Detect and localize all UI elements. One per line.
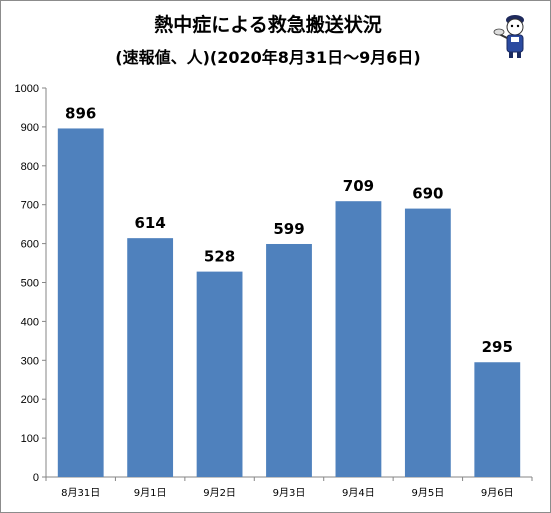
y-tick-label: 300 bbox=[21, 355, 39, 367]
y-tick-label: 400 bbox=[21, 316, 39, 328]
y-tick-label: 800 bbox=[21, 161, 39, 173]
x-tick-label: 9月5日 bbox=[411, 487, 444, 499]
y-tick-label: 900 bbox=[21, 122, 39, 134]
mascot-character-icon bbox=[493, 15, 524, 58]
x-tick-label: 8月31日 bbox=[61, 487, 100, 499]
data-label: 614 bbox=[134, 214, 165, 232]
x-tick-label: 9月2日 bbox=[203, 487, 236, 499]
y-tick-label: 600 bbox=[21, 239, 39, 251]
x-tick-label: 9月3日 bbox=[273, 487, 306, 499]
bars-group bbox=[57, 128, 521, 477]
bar bbox=[196, 271, 243, 477]
data-label: 896 bbox=[65, 104, 96, 122]
data-labels-group: 896 614 528 599 709 690 295 bbox=[65, 104, 513, 356]
data-label: 709 bbox=[343, 177, 374, 195]
y-tick-label: 200 bbox=[21, 394, 39, 406]
bar bbox=[404, 208, 451, 477]
data-label: 599 bbox=[273, 220, 304, 238]
x-axis-labels: 8月31日 9月1日 9月2日 9月3日 9月4日 9月5日 9月6日 bbox=[45, 477, 533, 499]
chart-title: 熱中症による救急搬送状況 bbox=[154, 13, 381, 36]
y-tick-label: 700 bbox=[21, 200, 39, 212]
y-tick-label: 100 bbox=[21, 433, 39, 445]
data-label: 528 bbox=[204, 248, 235, 266]
bar bbox=[474, 362, 521, 477]
x-tick-label: 9月6日 bbox=[481, 487, 514, 499]
bar bbox=[335, 201, 382, 477]
bar bbox=[127, 238, 174, 477]
x-tick-label: 9月1日 bbox=[134, 487, 167, 499]
chart-subtitle: (速報値、人)(2020年8月31日～9月6日) bbox=[115, 48, 420, 67]
x-tick-label: 9月4日 bbox=[342, 487, 375, 499]
data-label: 295 bbox=[482, 338, 513, 356]
data-label: 690 bbox=[412, 185, 443, 203]
y-axis-ticks: 0 100 200 300 400 500 600 700 800 900 1000 bbox=[15, 83, 46, 484]
y-tick-label: 0 bbox=[33, 472, 39, 484]
y-tick-label: 1000 bbox=[15, 83, 39, 95]
bar bbox=[266, 243, 312, 477]
bar bbox=[57, 128, 104, 477]
y-tick-label: 500 bbox=[21, 278, 39, 290]
